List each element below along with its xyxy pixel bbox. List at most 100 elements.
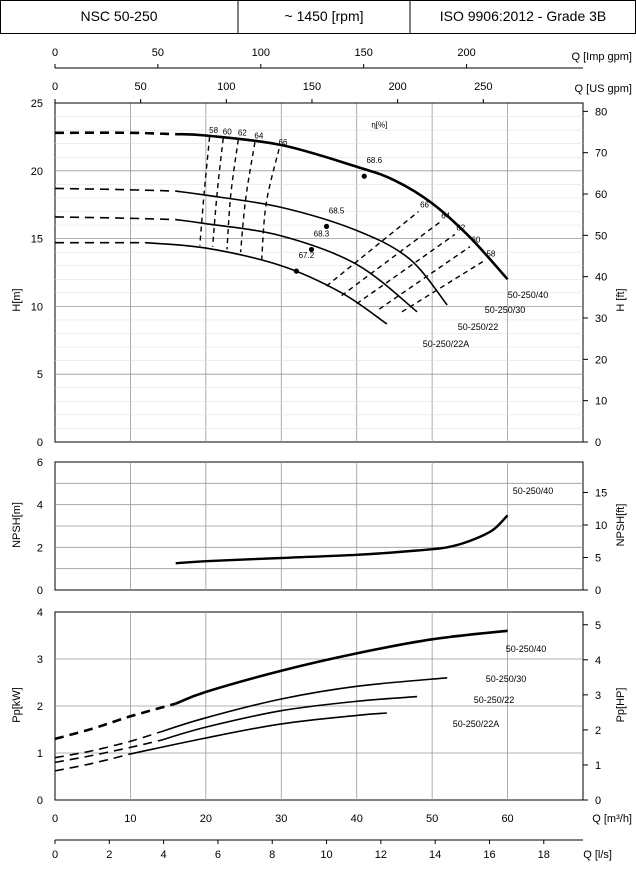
iso-efficiency-label: 66 (279, 138, 288, 147)
q-us-tick: 50 (135, 81, 147, 93)
q-ls-tick: 8 (269, 849, 275, 861)
series-label: 50-250/22A (453, 719, 500, 729)
h-ft-axis-label: H [ft] (615, 288, 627, 311)
q-us-tick: 100 (217, 81, 235, 93)
q-m3h-tick: 0 (52, 813, 58, 825)
q-ls-tick: 10 (320, 849, 332, 861)
q-ls-tick: 16 (483, 849, 495, 861)
series-label: 50-250/30 (486, 674, 527, 684)
iso-efficiency-left (211, 138, 224, 247)
iso-efficiency-right (401, 259, 486, 313)
iso-efficiency-right (326, 210, 420, 287)
power-left-tick: 1 (37, 748, 43, 760)
npsh-left-tick: 2 (37, 542, 43, 554)
power-right-tick: 0 (595, 795, 601, 807)
q-m3h-tick: 10 (124, 813, 136, 825)
head-right-tick: 10 (595, 396, 607, 408)
iso-efficiency-label: 62 (238, 129, 247, 138)
iso-efficiency-left (226, 139, 239, 250)
q-m3h-tick: 50 (426, 813, 438, 825)
head-right-tick: 80 (595, 106, 607, 118)
q-us-tick: 0 (52, 81, 58, 93)
head-left-tick: 0 (37, 437, 43, 449)
series-label: 50-250/22 (458, 322, 499, 332)
series-50-250-40-dashed (54, 702, 177, 741)
series-50-250-40 (175, 132, 509, 281)
iso-efficiency-label: 58 (209, 126, 218, 135)
p-hp-axis-label: Pp[HP] (615, 688, 627, 723)
q-us-axis-label: Q [US gpm] (575, 83, 632, 95)
iso-efficiency-left (239, 142, 256, 253)
header-speed: ~ 1450 [rpm] (285, 8, 364, 24)
iso-efficiency-label: 60 (223, 127, 232, 136)
series-50-250-30-dashed (54, 187, 176, 192)
series-50-250-30-dashed (54, 731, 161, 759)
q-us-tick: 150 (303, 81, 321, 93)
efficiency-point-label: 68.5 (329, 206, 345, 215)
series-50-250-22 (160, 695, 418, 742)
q-ls-tick: 0 (52, 849, 58, 861)
header-model: NSC 50-250 (80, 8, 157, 24)
head-right-tick: 40 (595, 272, 607, 284)
head-left-tick: 10 (31, 301, 43, 313)
q-imp-tick: 100 (252, 47, 270, 59)
p-kw-axis-label: Pp[kW] (11, 687, 23, 722)
series-50-250-22 (175, 218, 418, 313)
head-right-tick: 60 (595, 189, 607, 201)
head-left-tick: 20 (31, 166, 43, 178)
series-label: 50-250/40 (508, 290, 549, 300)
iso-efficiency-label: 62 (456, 224, 465, 233)
iso-efficiency-right (378, 246, 471, 310)
iso-efficiency-label: 64 (254, 131, 263, 140)
head-right-tick: 0 (595, 437, 601, 449)
iso-efficiency-right (356, 233, 456, 305)
q-imp-tick: 0 (52, 47, 58, 59)
series-50-250-22a-dashed (54, 753, 131, 772)
iso-efficiency-label: 66 (420, 200, 429, 209)
iso-efficiency-left (261, 148, 280, 261)
series-50-250-30 (160, 677, 448, 733)
efficiency-point (323, 223, 330, 229)
npsh-left-tick: 4 (37, 500, 43, 512)
q-imp-axis-label: Q [Imp gpm] (571, 51, 632, 63)
series-50-250-40-dashed (54, 131, 176, 136)
q-ls-tick: 12 (375, 849, 387, 861)
npsh-m-axis-label: NPSH[m] (11, 502, 23, 548)
q-ls-axis-label: Q [l/s] (583, 849, 612, 861)
power-left-tick: 2 (37, 701, 43, 713)
series-50-250-22a (145, 241, 388, 325)
q-us-tick: 200 (388, 81, 406, 93)
efficiency-point (308, 246, 315, 253)
q-ls-tick: 2 (106, 849, 112, 861)
head-left-tick: 15 (31, 234, 43, 246)
power-left-tick: 3 (37, 654, 43, 666)
head-panel (54, 102, 584, 443)
npsh-ft-axis-label: NPSH[ft] (615, 504, 627, 547)
npsh-left-tick: 6 (37, 457, 43, 469)
efficiency-point (293, 268, 299, 274)
power-right-tick: 4 (595, 655, 601, 667)
head-left-tick: 25 (31, 98, 43, 110)
series-50-250-22-dashed (54, 216, 176, 221)
head-right-tick: 50 (595, 230, 607, 242)
npsh-left-tick: 0 (37, 585, 43, 597)
q-m3h-tick: 40 (351, 813, 363, 825)
series-label: 50-250/22 (474, 695, 515, 705)
series-label: 50-250/40 (513, 486, 554, 496)
npsh-panel (54, 461, 584, 591)
q-imp-tick: 50 (152, 47, 164, 59)
power-right-tick: 3 (595, 690, 601, 702)
q-ls-tick: 14 (429, 849, 441, 861)
q-ls-tick: 18 (538, 849, 550, 861)
iso-efficiency-right (341, 221, 441, 297)
efficiency-point-label: 68.6 (366, 156, 382, 165)
q-us-tick: 250 (474, 81, 492, 93)
efficiency-point-label: 67.2 (299, 251, 315, 260)
q-ls-tick: 4 (161, 849, 167, 861)
q-m3h-tick: 30 (275, 813, 287, 825)
head-left-tick: 5 (37, 369, 43, 381)
head-right-tick: 20 (595, 354, 607, 366)
